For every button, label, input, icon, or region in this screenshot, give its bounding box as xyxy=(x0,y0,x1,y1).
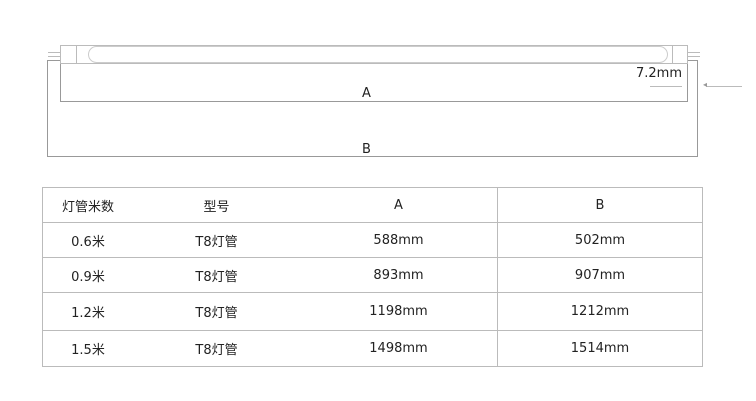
table-cell: 1212mm xyxy=(497,292,703,331)
label-b: B xyxy=(362,142,371,157)
table-cell: 502mm xyxy=(497,222,703,258)
header-cell: 灯管米数 xyxy=(42,187,133,223)
pin-left-bottom xyxy=(48,56,60,57)
table-cell: 893mm xyxy=(300,257,498,293)
table-header-row: 灯管米数 型号 A B xyxy=(42,187,703,223)
dimension-label: 7.2mm xyxy=(636,66,683,81)
table-cell: 1.2米 xyxy=(42,292,133,331)
header-cell: A xyxy=(300,187,498,223)
label-a: A xyxy=(362,86,371,101)
pin-right-top xyxy=(688,52,700,53)
pin-left-top xyxy=(48,52,60,53)
header-cell: 型号 xyxy=(133,187,300,223)
tube-body xyxy=(60,45,688,64)
table-cell: 0.6米 xyxy=(42,222,133,258)
table-row: 0.9米 T8灯管 893mm 907mm xyxy=(42,257,703,293)
table-cell: 1514mm xyxy=(497,330,703,367)
pin-right-bottom xyxy=(688,56,700,57)
frame-a-outline xyxy=(60,64,688,102)
tube-cap-left xyxy=(76,45,77,64)
table-cell: 1198mm xyxy=(300,292,498,331)
table-cell: 0.9米 xyxy=(42,257,133,293)
arrow-left-icon: ◂ xyxy=(703,80,708,89)
table-cell: T8灯管 xyxy=(133,222,300,258)
table-cell: 907mm xyxy=(497,257,703,293)
table-row: 1.2米 T8灯管 1198mm 1212mm xyxy=(42,292,703,331)
table-cell: T8灯管 xyxy=(133,330,300,367)
table-cell: T8灯管 xyxy=(133,292,300,331)
tube-glass xyxy=(88,46,668,63)
table-row: 1.5米 T8灯管 1498mm 1514mm xyxy=(42,330,703,367)
header-cell: B xyxy=(497,187,703,223)
table-cell: T8灯管 xyxy=(133,257,300,293)
dimension-line xyxy=(650,86,682,87)
table-cell: 1498mm xyxy=(300,330,498,367)
table-cell: 1.5米 xyxy=(42,330,133,367)
arrow-line xyxy=(706,86,742,87)
spec-table: 灯管米数 型号 A B 0.6米 T8灯管 588mm 502mm 0.9米 T… xyxy=(42,187,703,367)
tube-cap-right xyxy=(672,45,673,64)
table-row: 0.6米 T8灯管 588mm 502mm xyxy=(42,222,703,258)
table-cell: 588mm xyxy=(300,222,498,258)
